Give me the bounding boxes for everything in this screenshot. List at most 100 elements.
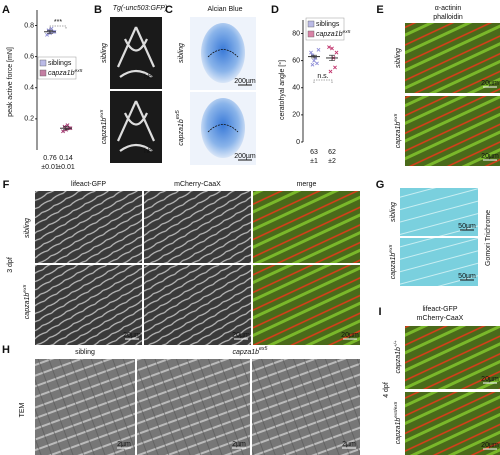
micrograph <box>253 265 360 345</box>
data-point <box>327 45 331 50</box>
error-bar <box>329 54 335 62</box>
legend-box <box>305 17 345 41</box>
scale-bar-label: 20µm <box>481 153 499 160</box>
genotype-name: capza1b <box>395 347 402 374</box>
scale-bar-label: 50µm <box>458 223 476 230</box>
genotype-label: capza1bex5 <box>175 109 184 145</box>
genotype-name: capza1b <box>233 349 260 356</box>
y-tick-label: 0 <box>296 139 300 146</box>
genotype-label: capza1bex5 <box>393 114 402 149</box>
sd-label: ±2 <box>328 158 336 165</box>
y-tick-label: 20 <box>292 112 300 119</box>
label: TEM <box>19 402 26 417</box>
data-point <box>49 26 54 31</box>
legend-label: siblings <box>48 60 72 67</box>
label: lifeact-GFP <box>422 306 457 313</box>
scale-bar-label: 50µm <box>458 273 476 280</box>
significance-bracket <box>313 79 333 83</box>
panel-label: A <box>2 4 10 16</box>
significance-label: *** <box>54 19 62 26</box>
label: 4 dpf <box>383 382 390 398</box>
sd-label: ±0.01 <box>41 164 59 171</box>
genotype-sup: ex5 <box>175 109 181 119</box>
scale-bar-label: 200µm <box>234 153 256 160</box>
label: merge <box>297 181 317 188</box>
label: Gomori Trichrome <box>485 210 492 266</box>
micrograph <box>137 359 250 455</box>
panel-label: H <box>2 344 10 356</box>
panel-label: C <box>165 4 173 16</box>
scale-bar-label: 2µm <box>232 441 246 448</box>
error-bar <box>63 126 69 131</box>
genotype-label: capza1bex5/ex5 <box>393 401 402 444</box>
micrograph <box>144 191 251 263</box>
micrograph <box>405 96 500 166</box>
panel-label: D <box>271 4 279 16</box>
label: mCherry-CaaX <box>417 315 464 322</box>
data-point <box>61 129 65 134</box>
mean-label: 62 <box>328 149 336 156</box>
sd-label: ±0.01 <box>57 164 75 171</box>
legend-swatch <box>39 69 47 77</box>
genotype-sup: ex5 <box>22 285 28 293</box>
error-bar <box>311 54 317 59</box>
mean-label: 0.14 <box>59 155 73 162</box>
outline <box>207 124 239 133</box>
micrograph <box>35 191 142 263</box>
genotype-name: capza1b <box>24 293 31 320</box>
label: Alcian Blue <box>207 6 242 13</box>
label: sibling <box>75 349 95 356</box>
label: Tg(-unc503:GFP) <box>113 5 167 12</box>
data-point <box>309 50 313 55</box>
scale-bar-label: 20µm <box>341 332 359 339</box>
genotype-label: capza1bex5 <box>388 245 397 280</box>
label: lifeact-GFP <box>71 181 106 188</box>
data-point <box>310 62 315 67</box>
significance-label: n.s. <box>317 73 328 80</box>
scale-bar-label: 20µm <box>481 376 499 383</box>
genotype-name: capza1b <box>395 418 402 445</box>
mean-label: 0.76 <box>43 155 57 162</box>
genotype-name: capza1b <box>395 122 402 149</box>
genotype-name: capza1b <box>48 70 75 77</box>
label: phalloidin <box>433 14 463 21</box>
genotype-label: capza1b+/+ <box>393 340 402 373</box>
data-point <box>45 32 49 37</box>
y-tick-label: 0.8 <box>24 22 34 29</box>
legend-label: siblings <box>316 21 340 28</box>
genotype-label: sibling <box>178 43 185 63</box>
micrograph <box>400 238 478 286</box>
genotype-sup: ex5 <box>259 346 268 352</box>
y-tick-label: 40 <box>292 85 300 92</box>
genotype-sup: ex5 <box>342 29 350 35</box>
genotype-sup: ex5/ex5 <box>393 401 398 417</box>
micrograph <box>35 359 135 455</box>
genotype-name: sibling <box>178 43 185 63</box>
genotype-label: capza1bex5 <box>22 285 31 320</box>
data-point <box>333 65 337 70</box>
annotation: hh <box>144 74 152 81</box>
genotype-sup: +/+ <box>393 340 398 347</box>
cartilage <box>116 26 156 78</box>
scale-bar-label: 20µm <box>123 332 141 339</box>
panel-label: B <box>94 4 102 16</box>
micrograph <box>405 23 500 93</box>
genotype-name: capza1b <box>178 119 185 146</box>
genotype-label: capza1bex5 <box>316 29 351 38</box>
genotype-sup: ex5 <box>388 245 394 253</box>
scale-bar-label: 2µm <box>342 441 356 448</box>
legend-swatch <box>39 59 47 67</box>
micrograph <box>405 392 500 455</box>
panel-label: I <box>378 306 381 318</box>
y-tick-label: 0.4 <box>24 85 34 92</box>
scale-bar-label: 2µm <box>117 441 131 448</box>
sd-label: ±1 <box>310 158 318 165</box>
data-point <box>315 61 319 66</box>
larva-head <box>201 23 245 83</box>
y-tick-label: 0.2 <box>24 116 34 123</box>
micrograph <box>400 188 478 236</box>
genotype-sup: ex5 <box>74 68 82 74</box>
larva-head <box>201 98 245 158</box>
genotype-name: capza1b <box>390 253 397 280</box>
data-point <box>312 58 316 63</box>
